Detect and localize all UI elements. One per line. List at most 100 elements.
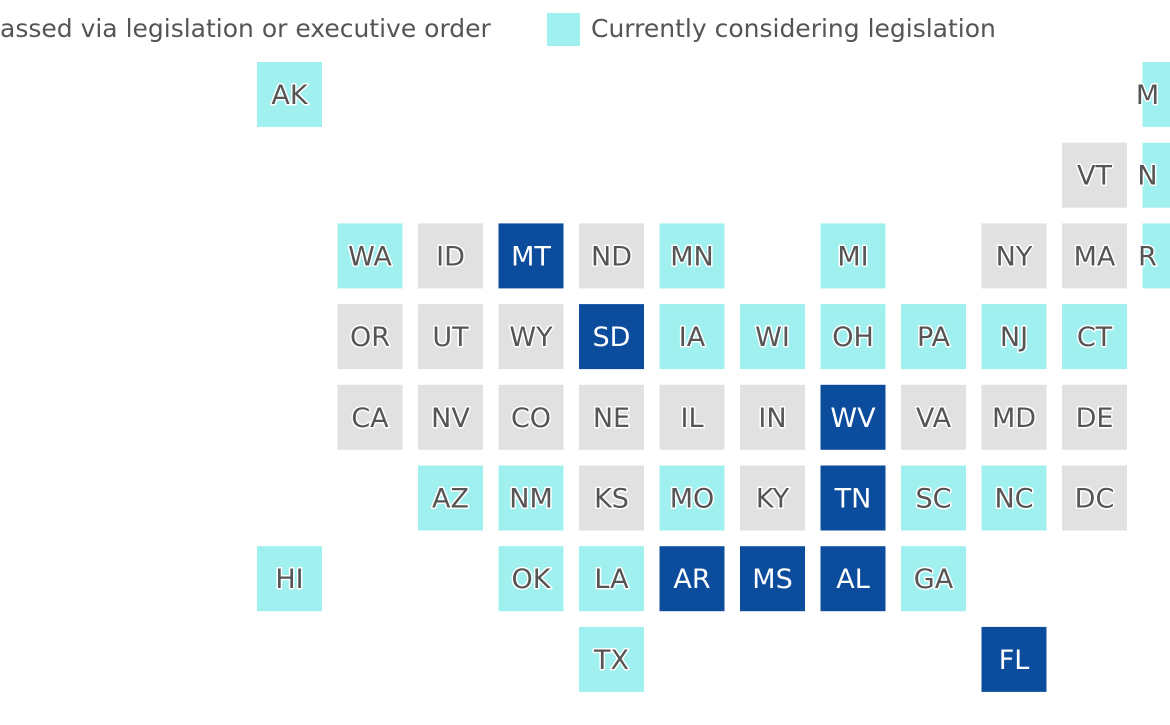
- state-label: WA: [348, 241, 392, 272]
- state-tile: [498, 223, 564, 289]
- state-tile: [820, 304, 886, 370]
- state-label: SD: [593, 322, 631, 353]
- state-label: NM: [509, 484, 553, 515]
- state-tile: [901, 304, 966, 370]
- state-label: CO: [511, 403, 551, 434]
- state-label: LA: [594, 564, 629, 595]
- state-tile: [1142, 62, 1170, 127]
- state-label: AK: [271, 80, 308, 111]
- state-label: HI: [275, 564, 303, 595]
- state-tile: [579, 304, 644, 370]
- state-tile: [740, 465, 805, 531]
- state-label: OR: [350, 322, 390, 353]
- state-label: VA: [916, 403, 952, 434]
- state-label: IA: [679, 322, 706, 353]
- state-tile: [659, 223, 725, 289]
- state-label: FL: [999, 645, 1030, 676]
- state-tile: [901, 546, 966, 612]
- state-tile: [820, 223, 886, 289]
- legend-label: Currently considering legislation: [591, 14, 996, 43]
- state-tile: [740, 304, 805, 370]
- state-label: VT: [1077, 161, 1112, 192]
- state-tile: [901, 465, 966, 531]
- state-label: MD: [992, 403, 1036, 434]
- state-label: WY: [509, 322, 553, 353]
- state-tile: [740, 546, 805, 612]
- state-label: ND: [591, 241, 632, 272]
- state-label: MN: [670, 241, 714, 272]
- state-tile: [1062, 384, 1127, 450]
- state-label: CA: [351, 403, 389, 434]
- state-tile: [820, 546, 886, 612]
- state-tile: [659, 384, 725, 450]
- state-tile: [659, 304, 725, 370]
- state-label: N: [1137, 161, 1157, 192]
- state-tile: [257, 546, 322, 612]
- state-tile: [981, 626, 1047, 692]
- state-tile: [579, 384, 644, 450]
- state-label: R: [1138, 241, 1157, 272]
- state-label: UT: [432, 322, 469, 353]
- state-tile: [901, 384, 966, 450]
- state-label: GA: [914, 564, 954, 595]
- state-tile: [1142, 223, 1170, 289]
- state-label: NJ: [1000, 322, 1028, 353]
- legend-label: assed via legislation or executive order: [0, 14, 492, 43]
- state-tile: [498, 384, 564, 450]
- state-tile: [498, 546, 564, 612]
- state-label: WI: [755, 322, 790, 353]
- state-tile: [418, 304, 483, 370]
- state-label: IN: [758, 403, 786, 434]
- state-label: MA: [1074, 241, 1116, 272]
- state-tile: [981, 223, 1047, 289]
- state-label: KS: [594, 484, 629, 515]
- state-label: CT: [1077, 322, 1113, 353]
- state-tile: [498, 304, 564, 370]
- state-tile: [1062, 142, 1127, 208]
- state-tile: [820, 465, 886, 531]
- state-label: IL: [680, 403, 703, 434]
- state-label: M: [1136, 80, 1159, 111]
- state-label: WV: [830, 403, 876, 434]
- state-label: DE: [1076, 403, 1114, 434]
- state-tile: [337, 384, 403, 450]
- state-tile: [579, 546, 644, 612]
- state-label: OH: [832, 322, 874, 353]
- state-tile: [820, 384, 886, 450]
- state-tile: [337, 304, 403, 370]
- state-tile: [981, 304, 1047, 370]
- state-label: NE: [593, 403, 630, 434]
- state-tile: [1062, 223, 1127, 289]
- state-tile: [1142, 142, 1170, 208]
- state-label: DC: [1075, 484, 1115, 515]
- state-tile: [418, 223, 483, 289]
- state-label: TX: [593, 645, 629, 676]
- state-tile: [579, 626, 644, 692]
- state-label: MO: [670, 484, 715, 515]
- state-tile: [981, 465, 1047, 531]
- state-label: MI: [837, 241, 868, 272]
- state-tile: [740, 384, 805, 450]
- state-label: TN: [834, 484, 872, 515]
- state-tile: [579, 465, 644, 531]
- state-tile: [337, 223, 403, 289]
- state-tile: [498, 465, 564, 531]
- state-tile: [1062, 465, 1127, 531]
- state-label: SC: [916, 484, 952, 515]
- state-label: NY: [996, 241, 1033, 272]
- state-label: AZ: [432, 484, 469, 515]
- state-tile: [257, 62, 322, 127]
- state-tile: [418, 465, 483, 531]
- state-label: PA: [917, 322, 951, 353]
- legend-swatch: [547, 13, 580, 46]
- state-label: MS: [752, 564, 792, 595]
- state-tile: [418, 384, 483, 450]
- state-label: OK: [512, 564, 552, 595]
- state-label: AL: [836, 564, 870, 595]
- state-tile: [1062, 304, 1127, 370]
- state-tile: [981, 384, 1047, 450]
- state-tile: [659, 546, 725, 612]
- state-label: ID: [436, 241, 465, 272]
- state-label: NC: [994, 484, 1033, 515]
